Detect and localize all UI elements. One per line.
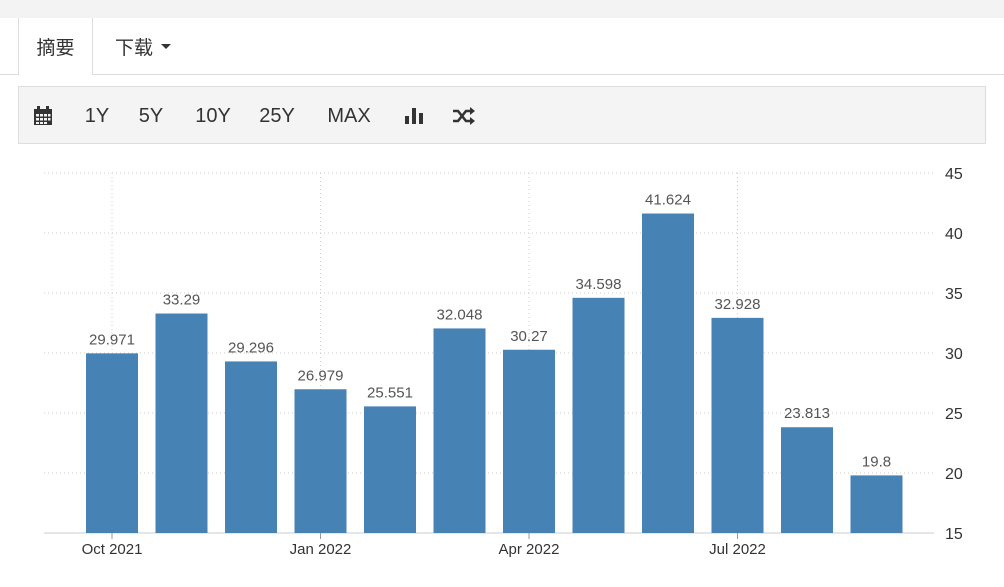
bar-data-label: 41.624 — [645, 192, 691, 209]
tab-summary[interactable]: 摘要 — [18, 18, 93, 75]
range-5y-button[interactable]: 5Y — [138, 104, 164, 127]
bar-chart-icon — [405, 108, 423, 124]
x-tick-label: Jan 2022 — [290, 541, 352, 558]
range-25y-button[interactable]: 25Y — [259, 104, 295, 127]
bar[interactable] — [850, 475, 903, 533]
y-axis: 15 20 25 30 35 40 45 — [945, 166, 963, 543]
y-tick-label: 25 — [945, 406, 963, 423]
tab-summary-label: 摘要 — [36, 38, 75, 59]
x-axis: Oct 2021 Jan 2022 Apr 2022 Jul 2022 — [82, 533, 766, 558]
range-10y-button[interactable]: 10Y — [195, 104, 231, 127]
bar[interactable] — [155, 313, 208, 533]
compare-button[interactable] — [447, 87, 481, 145]
bar-chart: 29.971 33.29 29.296 26.979 25.551 32.048 30.27… — [44, 166, 963, 558]
y-tick-label: 20 — [945, 466, 963, 483]
y-tick-label: 35 — [945, 286, 963, 303]
bar[interactable] — [364, 406, 416, 533]
chart-toolbar: 1Y 5Y 10Y 25Y MAX — [18, 86, 986, 144]
y-tick-label: 15 — [945, 526, 963, 543]
bar-data-label: 32.048 — [437, 306, 483, 323]
range-1y-button[interactable]: 1Y — [84, 104, 110, 127]
shuffle-icon — [453, 107, 475, 125]
chevron-down-icon — [161, 43, 171, 49]
bar[interactable] — [781, 427, 833, 533]
bar[interactable] — [503, 349, 555, 533]
x-tick-label: Oct 2021 — [82, 541, 143, 558]
y-tick-label: 45 — [945, 166, 963, 183]
bar-data-label: 29.971 — [89, 331, 135, 348]
bar[interactable] — [433, 328, 486, 533]
bar-data-label: 19.8 — [862, 453, 891, 470]
bar-data-label: 25.551 — [367, 384, 413, 401]
bar[interactable] — [711, 317, 764, 533]
x-tick-label: Jul 2022 — [709, 541, 766, 558]
y-tick-label: 40 — [945, 226, 963, 243]
bar-data-label: 34.598 — [576, 276, 622, 293]
bar[interactable] — [572, 297, 625, 533]
bar[interactable] — [86, 353, 138, 533]
chart-type-button[interactable] — [397, 87, 431, 145]
calendar-icon — [34, 106, 52, 125]
range-max-button[interactable]: MAX — [327, 104, 371, 127]
bar[interactable] — [642, 213, 694, 533]
bar-data-label: 26.979 — [298, 367, 344, 384]
bar-data-label: 32.928 — [715, 296, 761, 313]
x-tick-label: Apr 2022 — [499, 541, 560, 558]
bar-data-label: 23.813 — [784, 405, 830, 422]
tab-left-edge — [0, 18, 19, 74]
calendar-button[interactable] — [25, 87, 61, 145]
bars-layer — [86, 213, 903, 533]
tab-download-label: 下载 — [114, 37, 153, 59]
browser-top-strip — [0, 0, 1004, 19]
bar-data-label: 29.296 — [228, 339, 274, 356]
bar[interactable] — [225, 361, 277, 533]
bar[interactable] — [294, 389, 347, 533]
tab-download[interactable]: 下载 — [98, 18, 188, 74]
data-labels-layer: 29.971 33.29 29.296 26.979 25.551 32.048 30.27… — [89, 192, 891, 471]
bar-data-label: 30.27 — [510, 328, 548, 345]
y-tick-label: 30 — [945, 346, 963, 363]
bar-data-label: 33.29 — [163, 292, 201, 309]
